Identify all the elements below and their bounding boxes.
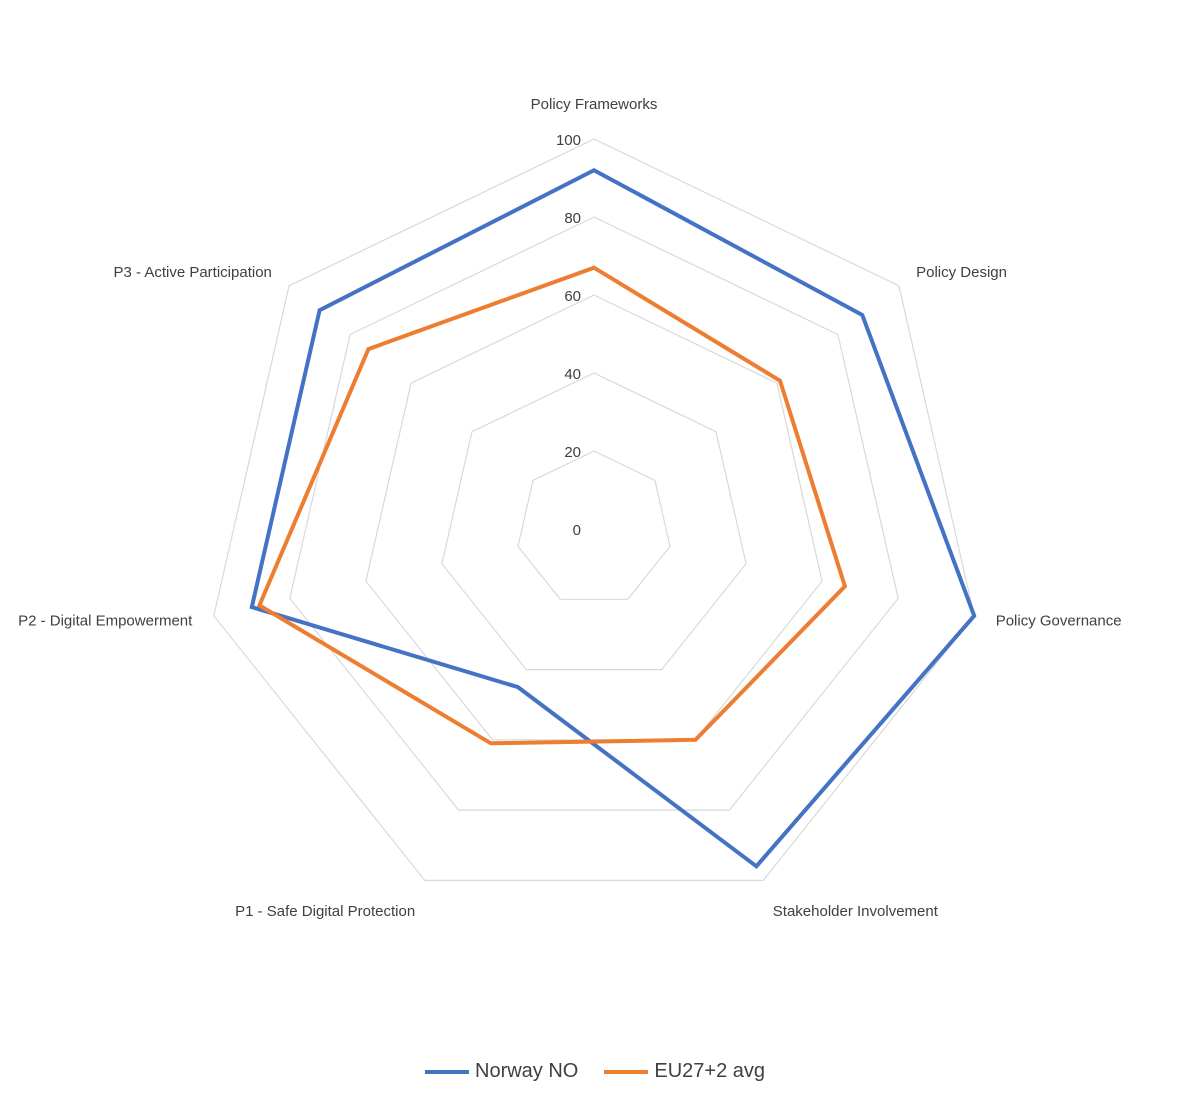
series-line-0: [249, 167, 977, 870]
grid-ring-60: [365, 294, 823, 741]
tick-labels: 0 20 40 60 80 100: [556, 132, 581, 539]
tick-label: 40: [564, 366, 581, 383]
legend-swatch-eu: [604, 1069, 649, 1074]
tick-label: 0: [573, 522, 581, 539]
tick-label: 60: [564, 288, 581, 305]
category-label: Policy Design: [916, 264, 1007, 281]
legend-swatch-norway: [425, 1069, 469, 1074]
grid-ring-100: [213, 138, 975, 882]
tick-label: 20: [564, 444, 581, 461]
category-label: Stakeholder Involvement: [773, 903, 939, 920]
legend-label-eu: EU27+2 avg: [654, 1060, 765, 1082]
category-label: P3 - Active Participation: [113, 264, 271, 281]
category-label: Policy Governance: [996, 613, 1122, 630]
tick-label: 100: [556, 132, 581, 149]
grid-ring-40: [441, 372, 747, 671]
grid: [213, 138, 975, 882]
grid-ring-20: [517, 450, 671, 600]
legend-item-norway: Norway NO: [425, 1060, 578, 1083]
legend-label-norway: Norway NO: [475, 1060, 579, 1082]
category-label: Policy Frameworks: [531, 96, 658, 113]
series-lines: [249, 167, 977, 870]
category-label: P2 - Digital Empowerment: [18, 613, 193, 630]
legend-item-eu: EU27+2 avg: [604, 1060, 765, 1083]
category-label: P1 - Safe Digital Protection: [235, 903, 415, 920]
grid-ring-80: [289, 216, 899, 811]
legend: Norway NO EU27+2 avg: [0, 1060, 1190, 1083]
series-line-1: [256, 265, 848, 746]
tick-label: 80: [564, 210, 581, 227]
category-labels: Policy Frameworks Policy Design Policy Gov…: [18, 96, 1122, 920]
